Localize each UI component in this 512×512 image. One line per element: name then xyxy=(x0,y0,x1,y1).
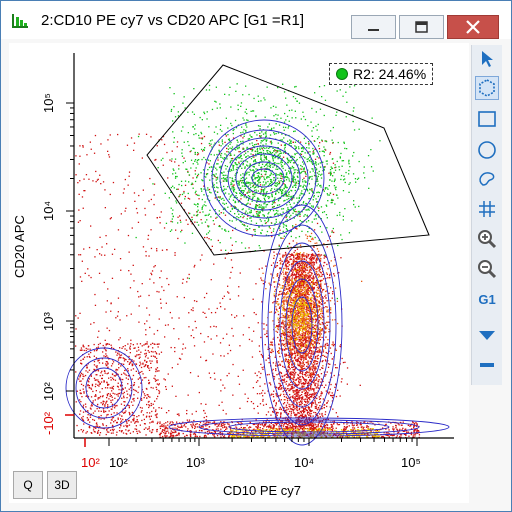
app-histogram-icon xyxy=(12,14,28,28)
ellipse-gate-icon xyxy=(478,141,496,159)
zoom-in-button[interactable] xyxy=(475,227,499,251)
rectangle-gate-button[interactable] xyxy=(475,107,499,131)
polygon-gate-button[interactable] xyxy=(475,76,499,100)
maximize-icon xyxy=(415,21,428,33)
x-tick-label: 10² xyxy=(109,455,128,470)
yellow-event-dots xyxy=(229,252,381,439)
quadrant-gate-icon xyxy=(479,201,495,217)
x-tick-label: 10⁵ xyxy=(401,455,421,470)
y-tick-label: 10³ xyxy=(41,312,56,331)
zoom-out-button[interactable] xyxy=(475,257,499,281)
dot-plot-area[interactable]: 10² 10² 10³ 10⁴ 10⁵ 10⁵ 10⁴ 10³ 10² -10²… xyxy=(9,43,469,503)
x-tick-label: 10⁴ xyxy=(294,455,314,470)
maximize-button[interactable] xyxy=(399,15,444,39)
minus-icon xyxy=(480,363,494,367)
axis-ticks xyxy=(66,102,418,446)
dropdown-button[interactable] xyxy=(475,323,499,347)
quadrant-gate-button[interactable] xyxy=(475,197,499,221)
y-tick-label: 10² xyxy=(41,382,56,401)
freehand-gate-button[interactable] xyxy=(475,167,499,191)
polygon-gate-icon xyxy=(479,79,495,97)
collapse-button[interactable] xyxy=(475,353,499,377)
y-tick-label: -10² xyxy=(41,411,56,435)
minimize-icon xyxy=(368,29,379,31)
quadrant-stats-button[interactable]: Q xyxy=(13,471,43,499)
r2-gate-text: R2: 24.46% xyxy=(353,66,427,82)
pointer-arrow-icon xyxy=(482,51,493,67)
red-event-dots xyxy=(75,133,421,439)
freehand-gate-icon xyxy=(479,172,495,186)
x-axis-title: CD10 PE cy7 xyxy=(223,483,302,498)
3d-view-button[interactable]: 3D xyxy=(47,471,77,499)
y-tick-label: 10⁴ xyxy=(41,201,56,221)
rectangle-gate-icon xyxy=(478,111,496,127)
zoom-out-icon xyxy=(478,260,497,279)
r2-color-dot xyxy=(336,68,348,80)
minimize-button[interactable] xyxy=(351,15,396,39)
ellipse-gate-button[interactable] xyxy=(475,138,499,162)
close-button[interactable] xyxy=(447,15,499,39)
r2-polygon-gate[interactable] xyxy=(146,64,430,256)
gate-g1-button[interactable]: G1 xyxy=(475,287,499,311)
density-contours xyxy=(65,119,450,446)
window-title: 2:CD10 PE cy7 vs CD20 APC [G1 =R1] xyxy=(41,12,305,29)
title-bar[interactable]: 2:CD10 PE cy7 vs CD20 APC [G1 =R1] xyxy=(1,1,511,39)
pointer-tool-button[interactable] xyxy=(475,47,499,71)
green-gated-dots xyxy=(135,83,381,300)
zoom-in-icon xyxy=(478,230,497,249)
gate-g1-label: G1 xyxy=(478,291,496,307)
r2-gate-label[interactable]: R2: 24.46% xyxy=(329,63,434,85)
dot-plot[interactable]: 10² 10² 10³ 10⁴ 10⁵ 10⁵ 10⁴ 10³ 10² -10² xyxy=(9,43,469,503)
y-tick-label: 10⁵ xyxy=(41,93,56,113)
gate-toolbar: G1 xyxy=(471,45,502,385)
x-tick-label: 10³ xyxy=(186,455,205,470)
x-tick-label: 10² xyxy=(81,455,100,470)
close-icon xyxy=(466,20,480,34)
y-axis-title: CD20 APC xyxy=(12,215,27,278)
dropdown-triangle-icon xyxy=(479,331,495,340)
